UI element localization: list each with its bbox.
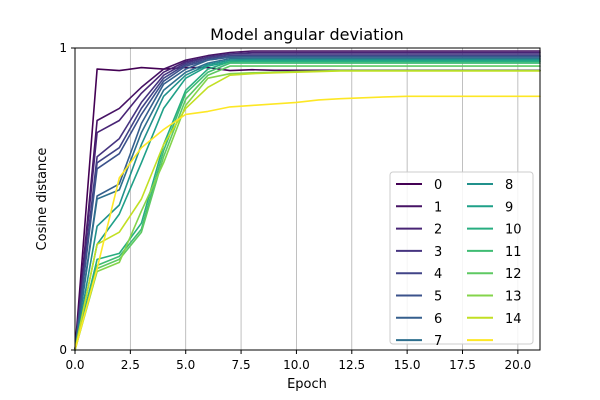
- legend-label: 2: [434, 223, 442, 238]
- legend-label: 3: [434, 245, 442, 260]
- series-line-7: [74, 57, 541, 351]
- legend-label: 11: [505, 245, 522, 260]
- series-line-10: [74, 60, 541, 351]
- plot-frame: [74, 47, 541, 351]
- x-tick-label: 15.0: [394, 358, 421, 372]
- legend-label: 6: [434, 312, 442, 327]
- legend-label: 9: [505, 200, 513, 215]
- series-line-9: [74, 59, 541, 351]
- series-line-14: [74, 70, 541, 351]
- legend-label: 5: [434, 290, 442, 305]
- series-lines: [74, 50, 541, 351]
- series-line-6: [74, 56, 541, 351]
- legend-label: 13: [505, 290, 522, 305]
- x-tick-label: 0.0: [65, 358, 84, 372]
- series-line-2: [74, 51, 541, 351]
- x-tick-label: 5.0: [176, 358, 195, 372]
- legend-label: 8: [505, 178, 513, 193]
- legend-frame: [389, 171, 534, 345]
- series-line-11: [74, 62, 541, 351]
- series-line-3: [74, 53, 541, 351]
- y-axis-ticks: 01: [59, 41, 75, 357]
- series-line-1: [74, 50, 541, 351]
- legend-label: 1: [434, 200, 442, 215]
- series-line-15: [74, 95, 541, 351]
- x-tick-label: 12.5: [338, 358, 365, 372]
- series-line-12: [74, 65, 541, 351]
- y-axis-label: Cosine distance: [35, 148, 50, 251]
- legend-label: 4: [434, 267, 442, 282]
- x-tick-label: 7.5: [232, 358, 251, 372]
- x-axis-ticks: 0.0 2.5 5.0 7.5 10.0 12.5 15.0 17.5 20.0: [65, 350, 531, 372]
- chart-title: Model angular deviation: [210, 25, 404, 44]
- legend-label: 12: [505, 267, 522, 282]
- legend-label: 10: [505, 223, 522, 238]
- y-tick-label: 1: [59, 41, 67, 55]
- x-tick-label: 17.5: [449, 358, 476, 372]
- series-line-4: [74, 54, 541, 351]
- x-axis-label: Epoch: [287, 377, 327, 392]
- x-tick-label: 20.0: [504, 358, 531, 372]
- legend-label: 14: [505, 312, 522, 327]
- y-tick-label: 0: [59, 343, 67, 357]
- series-line-8: [74, 58, 541, 351]
- x-tick-label: 2.5: [121, 358, 140, 372]
- x-tick-label: 10.0: [283, 358, 310, 372]
- legend-label: 7: [434, 334, 442, 349]
- legend-label: 0: [434, 178, 442, 193]
